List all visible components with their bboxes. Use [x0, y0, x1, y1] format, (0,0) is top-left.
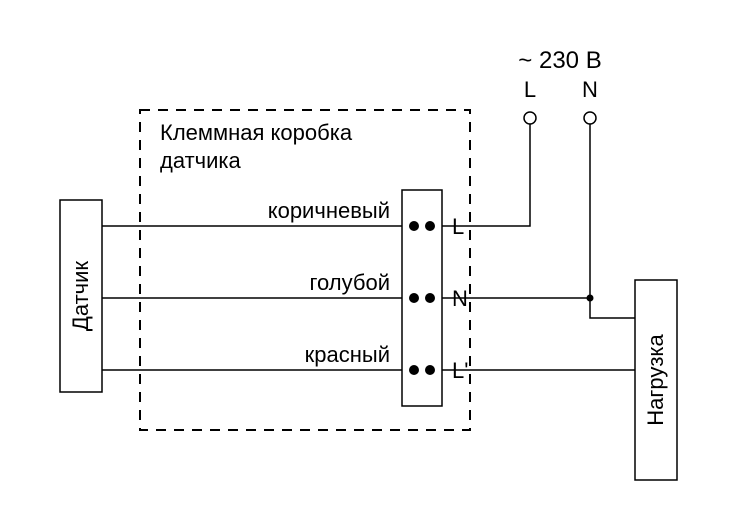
- junction-box-label-line2: датчика: [160, 148, 242, 173]
- terminal-dot: [409, 365, 419, 375]
- terminal-dot: [409, 221, 419, 231]
- supply-pin-label-L: L: [524, 77, 536, 102]
- terminal-dot: [425, 221, 435, 231]
- sensor-label: Датчик: [68, 261, 93, 331]
- junction-box-label-line1: Клеммная коробка: [160, 120, 353, 145]
- terminal-dot: [409, 293, 419, 303]
- wire-label: коричневый: [268, 198, 390, 223]
- supply-terminal-L: [524, 112, 536, 124]
- terminal-dot: [425, 365, 435, 375]
- wire-label: голубой: [309, 270, 390, 295]
- supply-pin-label-N: N: [582, 77, 598, 102]
- supply-label: ~ 230 В: [518, 47, 601, 74]
- wire-N-to-load: [590, 298, 635, 318]
- terminal-dot: [425, 293, 435, 303]
- wire-label: красный: [305, 342, 390, 367]
- wire-N-to-supply: [442, 124, 590, 298]
- wire-L-to-supply: [442, 124, 530, 226]
- load-label: Нагрузка: [643, 333, 668, 425]
- junction-dot-N: [587, 295, 594, 302]
- terminal-block: [402, 190, 442, 406]
- supply-terminal-N: [584, 112, 596, 124]
